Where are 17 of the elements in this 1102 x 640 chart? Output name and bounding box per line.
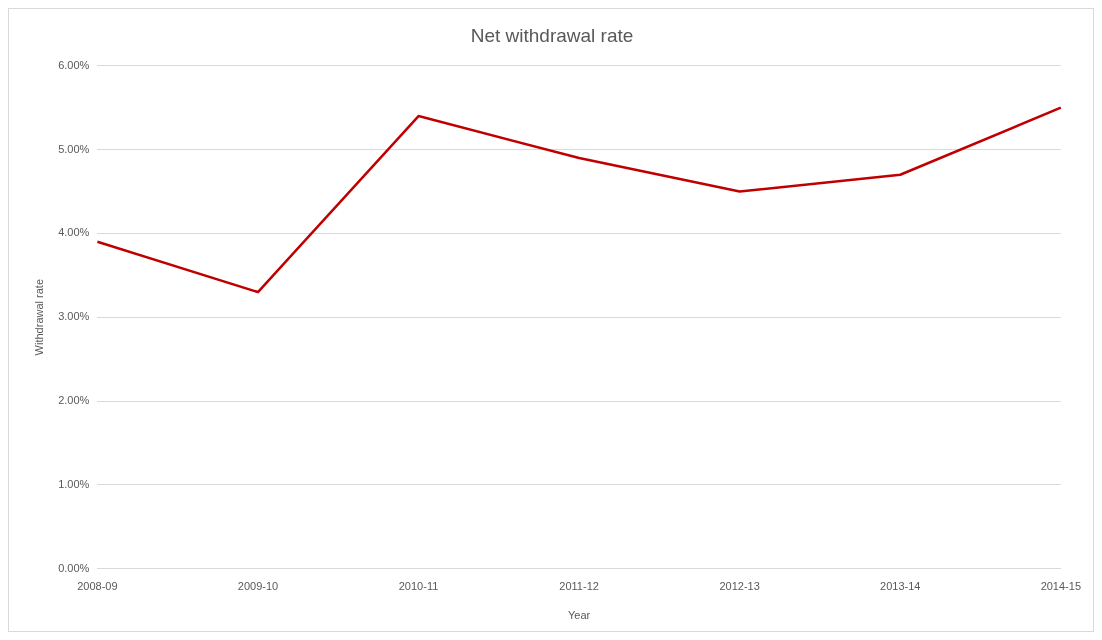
- y-tick-label: 3.00%: [58, 310, 90, 323]
- x-tick-label: 2009-10: [237, 580, 279, 593]
- y-tick-label: 6.00%: [58, 58, 90, 71]
- x-tick-label: 2013-14: [880, 580, 921, 593]
- x-axis-title: Year: [567, 609, 591, 622]
- chart-title: Net withdrawal rate: [470, 24, 634, 46]
- x-tick-label: 2010-11: [398, 580, 439, 593]
- x-tick-label: 2008-09: [77, 580, 118, 593]
- y-tick-label: 5.00%: [58, 142, 90, 155]
- y-tick-label: 4.00%: [58, 226, 90, 239]
- y-axis-title: Withdrawal rate: [32, 278, 45, 356]
- y-tick-label: 1.00%: [58, 477, 90, 490]
- x-tick-label: 2011-12: [559, 580, 599, 593]
- y-tick-label: 0.00%: [58, 561, 90, 574]
- x-tick-label: 2014-15: [1040, 580, 1081, 593]
- x-tick-label: 2012-13: [719, 580, 760, 593]
- y-tick-label: 2.00%: [58, 394, 90, 407]
